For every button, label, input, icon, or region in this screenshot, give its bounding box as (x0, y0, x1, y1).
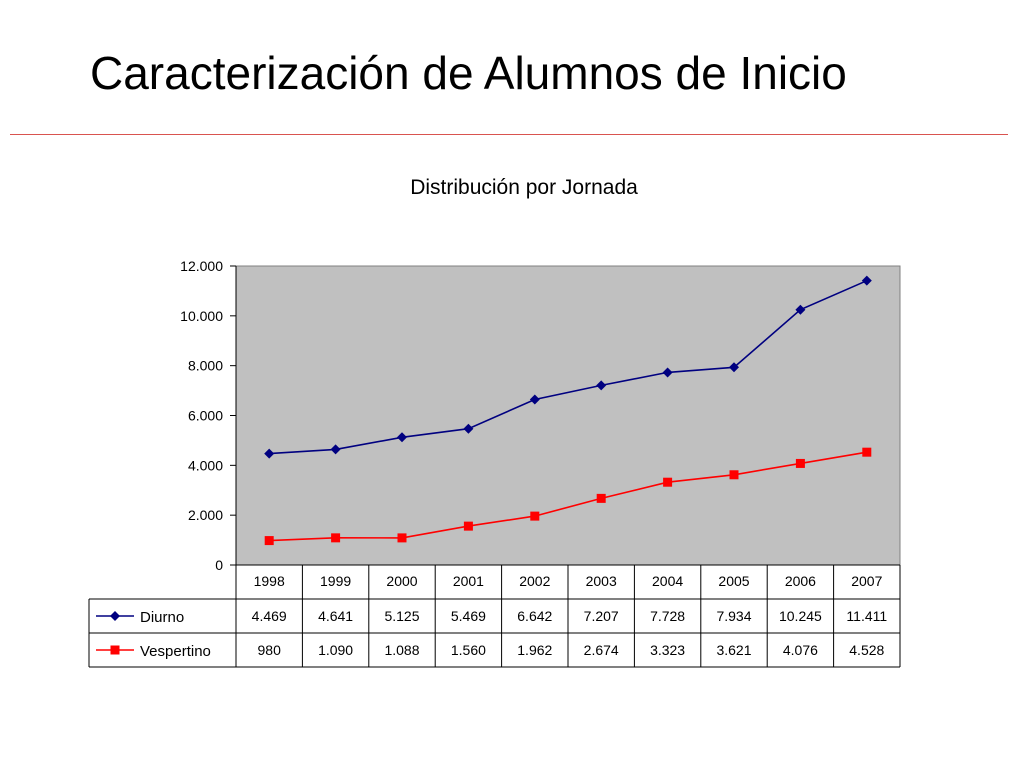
data-point-square (795, 458, 805, 468)
data-label: 11.411 (846, 608, 887, 624)
data-point-diamond (264, 448, 275, 459)
data-point-diamond (330, 444, 341, 455)
x-tick-label: 2002 (519, 573, 550, 589)
data-label: 10.245 (779, 608, 822, 624)
y-tick-label: 4.000 (188, 457, 223, 473)
y-tick-label: 6.000 (188, 408, 223, 424)
series-line-vespertino (269, 451, 867, 542)
x-tick-label: 2003 (586, 573, 617, 589)
data-label: 5.469 (451, 608, 486, 624)
data-label: 4.469 (252, 608, 287, 624)
data-label: 4.641 (318, 608, 353, 624)
x-tick-label: 2007 (851, 573, 882, 589)
data-point-diamond (397, 432, 407, 443)
data-point-square (264, 536, 274, 546)
data-label: 2.674 (584, 642, 619, 658)
data-point-square (862, 447, 872, 457)
plot-area (235, 265, 901, 566)
data-point-square (663, 477, 673, 487)
x-tick-label: 2000 (386, 573, 417, 589)
data-label: 5.125 (384, 608, 419, 624)
legend-label: Vespertino (140, 643, 211, 660)
data-label: 1.090 (318, 642, 353, 658)
x-tick-label: 1998 (254, 573, 285, 589)
data-label: 1.962 (517, 642, 552, 658)
data-point-diamond (596, 380, 607, 391)
data-point-diamond (861, 275, 872, 286)
data-point-square (463, 521, 473, 531)
x-tick-label: 2001 (453, 573, 484, 589)
data-label: 6.642 (517, 608, 552, 624)
data-point-square (397, 533, 407, 543)
data-label: 7.728 (650, 608, 685, 624)
slide-title: Caracterización de Alumnos de Inicio (90, 47, 847, 99)
y-tick-label: 10.000 (180, 308, 223, 324)
title-divider (10, 134, 1008, 135)
legend-label: Diurno (140, 609, 184, 626)
x-tick-label: 2005 (718, 573, 749, 589)
data-label: 4.076 (783, 642, 818, 658)
data-table: 1998 1999 2000 2001 2002 2003 2004 2005 2006 2007… (88, 564, 901, 668)
chart-title: Distribución por Jornada (410, 176, 638, 199)
series-line-diurno (269, 279, 868, 455)
legend-marker-square (110, 645, 120, 655)
data-label: 1.560 (451, 642, 486, 658)
data-label: 3.621 (716, 642, 751, 658)
data-label: 7.934 (716, 608, 751, 624)
legend-marker-diamond (110, 611, 120, 621)
x-tick-label: 2004 (652, 573, 683, 589)
y-tick-label: 0 (215, 557, 223, 573)
x-tick-label: 1999 (320, 573, 351, 589)
data-label: 1.088 (384, 642, 419, 658)
data-point-square (530, 511, 540, 521)
data-label: 3.323 (650, 642, 685, 658)
x-tick-label: 2006 (785, 573, 816, 589)
data-point-diamond (662, 367, 673, 378)
data-label: 4.528 (849, 642, 884, 658)
y-tick-label: 2.000 (188, 507, 223, 523)
data-point-diamond (529, 394, 540, 405)
y-tick-label: 12.000 (180, 258, 223, 274)
data-point-square (331, 533, 341, 543)
data-label: 7.207 (584, 608, 619, 624)
data-point-diamond (729, 362, 739, 373)
data-point-square (729, 470, 739, 480)
data-point-diamond (463, 423, 474, 434)
data-label: 980 (258, 642, 282, 658)
data-point-square (596, 493, 606, 503)
y-tick-label: 8.000 (188, 358, 223, 374)
data-point-diamond (795, 304, 806, 315)
